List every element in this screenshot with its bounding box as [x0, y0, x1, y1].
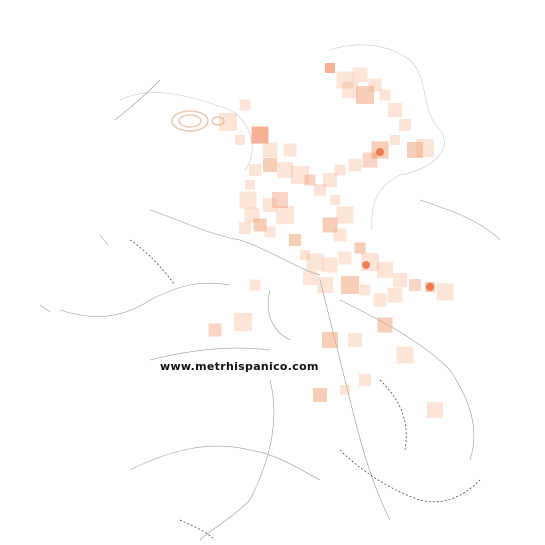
- density-patch: [336, 206, 354, 224]
- density-patch: [263, 158, 277, 172]
- road: [129, 445, 321, 481]
- density-patch: [387, 287, 403, 303]
- ring: [178, 114, 202, 128]
- density-patch: [283, 143, 297, 157]
- rail-line: [379, 379, 407, 451]
- density-patch: [249, 164, 261, 176]
- density-patch: [325, 63, 335, 73]
- ring: [211, 116, 225, 126]
- road: [39, 234, 109, 313]
- density-patch: [276, 206, 294, 224]
- density-patch: [234, 313, 252, 331]
- density-patch: [304, 174, 316, 186]
- density-patch: [342, 82, 358, 98]
- density-patch: [245, 180, 255, 190]
- road: [149, 347, 271, 361]
- density-patch: [393, 273, 407, 287]
- density-patch: [407, 142, 423, 158]
- density-patch: [277, 162, 293, 178]
- density-patch: [322, 257, 338, 273]
- density-patch: [359, 284, 371, 296]
- density-patch: [396, 346, 414, 364]
- density-patch: [317, 277, 333, 293]
- coastline: [329, 44, 445, 231]
- density-patch: [239, 191, 257, 209]
- density-patch: [323, 173, 337, 187]
- density-patch: [341, 276, 359, 294]
- road: [419, 199, 501, 241]
- density-patch: [377, 262, 393, 278]
- density-patch: [249, 279, 261, 291]
- density-hotspot: [362, 261, 370, 269]
- density-patch: [263, 198, 277, 212]
- density-patch: [306, 253, 324, 271]
- density-patch: [436, 283, 454, 301]
- road: [149, 209, 321, 276]
- density-patch: [373, 293, 387, 307]
- road: [199, 379, 275, 541]
- density-patch: [340, 385, 350, 395]
- density-patch: [352, 67, 368, 83]
- density-patch: [313, 388, 327, 402]
- density-patch: [359, 374, 371, 386]
- density-patch: [291, 166, 309, 184]
- density-patch: [338, 251, 352, 265]
- road: [319, 279, 391, 521]
- ring-roads: [171, 110, 225, 132]
- density-patch: [362, 152, 378, 168]
- density-patch: [289, 234, 301, 246]
- density-patch: [379, 89, 391, 101]
- road: [114, 79, 161, 121]
- density-patch: [300, 250, 310, 260]
- density-hotspot: [376, 148, 384, 156]
- density-layer: [208, 63, 454, 418]
- density-patch: [333, 228, 347, 242]
- density-patch: [334, 164, 346, 176]
- density-patch: [235, 135, 245, 145]
- density-patch: [314, 184, 326, 196]
- density-patch: [303, 271, 317, 285]
- watermark: www.metrhispanico.com: [160, 360, 319, 373]
- density-patch: [354, 242, 366, 254]
- ring: [171, 110, 209, 132]
- density-patch: [264, 226, 276, 238]
- density-patch: [239, 222, 251, 234]
- road: [267, 289, 291, 341]
- density-patch: [253, 218, 267, 232]
- density-patch: [336, 71, 354, 89]
- density-patch: [388, 103, 402, 117]
- road: [339, 299, 475, 461]
- density-patch: [399, 119, 411, 131]
- density-patch: [239, 99, 251, 111]
- density-patch: [251, 126, 269, 144]
- density-patch: [377, 317, 393, 333]
- density-patch: [322, 217, 338, 233]
- density-patch: [427, 402, 443, 418]
- rail-line: [179, 519, 216, 541]
- road: [59, 282, 231, 317]
- density-hotspot: [426, 283, 434, 291]
- density-patch: [219, 113, 237, 131]
- density-patch: [330, 195, 340, 205]
- road-network: [39, 44, 501, 541]
- density-patch: [348, 333, 362, 347]
- density-patch: [356, 86, 374, 104]
- density-patch: [208, 323, 222, 337]
- rail-line: [129, 239, 176, 286]
- rail-line: [339, 449, 481, 503]
- density-patch: [390, 135, 400, 145]
- density-patch: [272, 192, 288, 208]
- density-patch: [409, 279, 421, 291]
- density-patch: [322, 332, 338, 348]
- density-patch: [348, 158, 362, 172]
- density-patch: [262, 142, 278, 158]
